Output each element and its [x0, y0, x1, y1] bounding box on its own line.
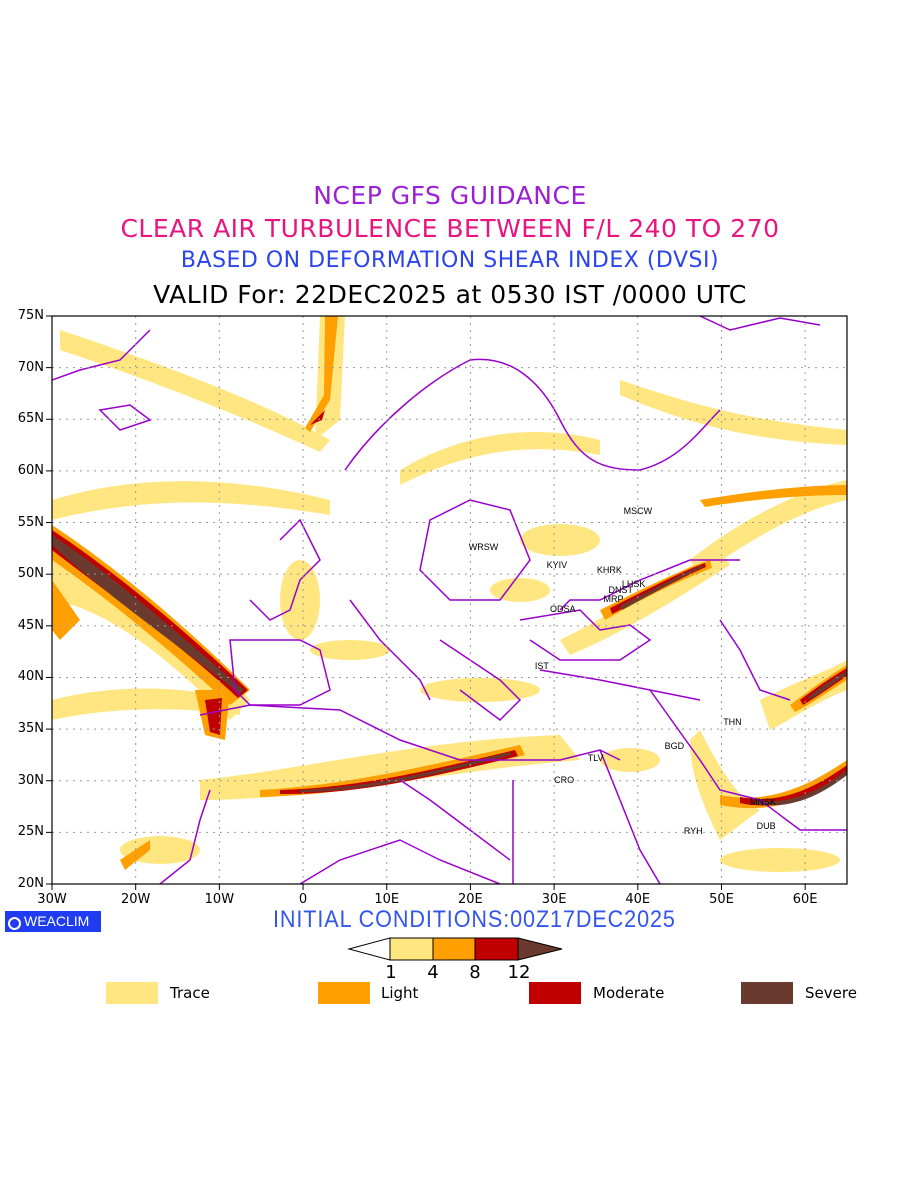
lat-label: 35N [17, 721, 44, 737]
weaclim-logo: WEACLIM [5, 911, 101, 932]
lat-label: 75N [17, 308, 44, 323]
legend-label-moderate: Moderate [593, 984, 665, 1002]
city-label: IST [534, 661, 549, 672]
trace-areas [52, 316, 847, 872]
lon-label: 20W [120, 892, 151, 907]
country-borders [52, 316, 847, 884]
title-line-3: BASED ON DEFORMATION SHEAR INDEX (DVSI) [180, 248, 720, 273]
colorbar-light [432, 937, 476, 961]
city-label: DUB [756, 821, 776, 832]
lat-label: 25N [17, 824, 44, 840]
lon-label: 0 [298, 892, 308, 907]
city-label: MRP [603, 594, 624, 604]
city-label: WRSW [468, 542, 499, 553]
legend-label-severe: Severe [805, 984, 857, 1002]
city-label: ODSA [549, 604, 576, 615]
city-label: MSCW [623, 506, 653, 517]
lat-label: 50N [17, 566, 44, 582]
city-label: TLV [587, 753, 604, 764]
legend-label-light: Light [381, 984, 419, 1002]
legend-label-trace: Trace [170, 984, 210, 1002]
legend-swatch-trace [106, 982, 158, 1004]
axis-ticks [46, 315, 806, 890]
city-label: RYH [683, 826, 703, 837]
lon-label: 20E [458, 892, 483, 907]
lat-label: 45N [17, 617, 44, 633]
colorbar-under-arrow [347, 937, 391, 961]
legend-swatch-severe [741, 982, 793, 1004]
copyright-icon [8, 917, 21, 930]
colorbar-trace [389, 937, 434, 961]
lon-label: 30E [541, 892, 567, 907]
colorbar-moderate [474, 937, 519, 961]
map-frame [51, 315, 848, 885]
colorbar-severe-arrow [517, 937, 563, 961]
colorbar-tick: 12 [507, 962, 531, 983]
lon-label: 60E [792, 892, 818, 907]
legend-swatch-light [318, 982, 370, 1004]
initial-conditions: INITIAL CONDITIONS:00Z17DEC2025 [273, 906, 676, 933]
city-label: KHRK [596, 565, 622, 576]
lat-label: 65N [17, 411, 44, 427]
city-label: CRO [554, 774, 575, 785]
city-label: KYIV [546, 559, 568, 570]
title-line-4: VALID For: 22DEC2025 at 0530 IST /0000 U… [153, 280, 747, 309]
city-label: THN [723, 716, 742, 727]
severe-areas [52, 535, 847, 806]
lat-label: 20N [17, 876, 44, 891]
lon-label: 40E [625, 892, 651, 907]
lat-label: 40N [17, 669, 44, 685]
city-label: LHSK [621, 578, 646, 589]
lat-label: 55N [17, 514, 44, 530]
lon-label: 30W [37, 892, 67, 907]
colorbar-tick: 8 [469, 962, 481, 983]
lat-label: 70N [17, 359, 44, 375]
title-line-1: NCEP GFS GUIDANCE [313, 181, 587, 210]
lat-label: 60N [17, 462, 44, 478]
title-line-2: CLEAR AIR TURBULENCE BETWEEN F/L 240 TO … [120, 214, 780, 243]
city-label: DNST [608, 584, 634, 595]
logo-text: WEACLIM [24, 913, 90, 929]
colorbar [347, 937, 563, 961]
lon-label: 10W [204, 892, 235, 907]
lat-label: 30N [17, 772, 44, 788]
colorbar-tick: 1 [385, 962, 397, 983]
lon-label: 50E [709, 892, 734, 907]
colorbar-tick: 4 [427, 962, 439, 983]
city-label: BGD [664, 740, 685, 751]
legend-swatch-moderate [529, 982, 581, 1004]
city-label: MNSK [749, 797, 776, 808]
lon-label: 10E [374, 892, 400, 907]
